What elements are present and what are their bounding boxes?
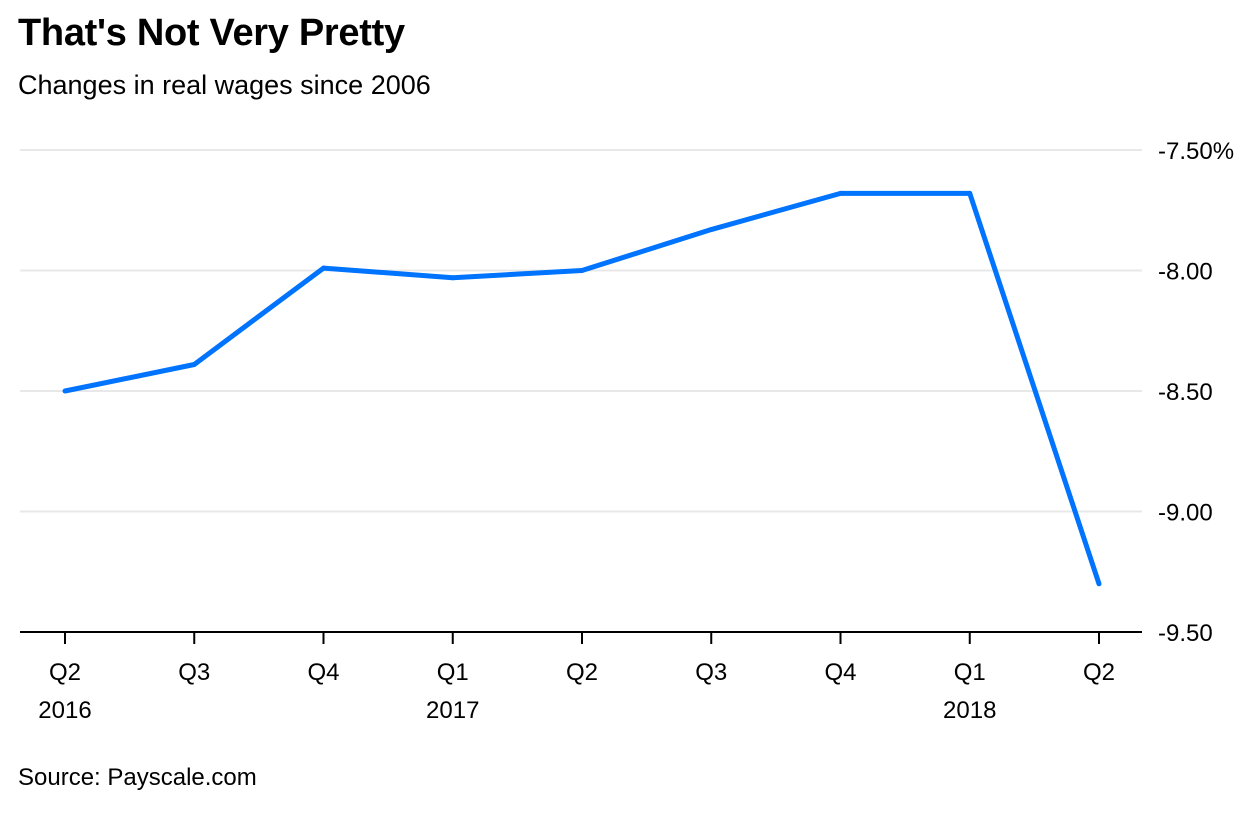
data-point [191, 361, 197, 367]
data-point [321, 265, 326, 271]
data-point [708, 227, 714, 233]
series-layer [62, 190, 1102, 587]
x-tick-label-year: 2016 [38, 697, 91, 724]
data-point [1096, 581, 1102, 587]
series-line [64, 190, 1102, 585]
x-tick-label-quarter: Q2 [566, 659, 598, 686]
x-tick-label-quarter: Q2 [49, 659, 81, 686]
data-point [450, 275, 456, 281]
y-tick-label: -8.50 [1158, 379, 1213, 406]
x-tick-label-quarter: Q1 [437, 659, 469, 686]
x-tick-label-quarter: Q1 [954, 659, 986, 686]
data-point [838, 190, 843, 196]
y-tick-label: -7.50% [1158, 138, 1234, 165]
y-tick-label: -9.50 [1158, 620, 1213, 647]
y-tick-label: -8.00 [1158, 259, 1213, 286]
y-axis-labels: -7.50% -8.00 -8.50 -9.00 -9.50 [1158, 138, 1234, 647]
x-tick-label-year: 2018 [943, 697, 996, 724]
chart-subtitle: Changes in real wages since 2006 [18, 70, 431, 100]
x-tick-label-year: 2017 [426, 697, 479, 724]
x-axis: Q2 2016 Q3 Q4 Q1 2017 Q2 Q3 Q4 Q1 2018 Q2 [20, 631, 1142, 724]
x-tick-label-quarter: Q3 [178, 659, 210, 686]
x-tick-label-quarter: Q4 [307, 659, 339, 686]
y-tick-label: -9.00 [1158, 500, 1213, 527]
data-point [967, 190, 973, 196]
gridlines [20, 149, 1142, 513]
x-tick-label-quarter: Q4 [824, 659, 856, 686]
x-tick-label-quarter: Q3 [695, 659, 727, 686]
source-note: Source: Payscale.com [18, 764, 257, 791]
data-point [62, 388, 68, 394]
chart-title: That's Not Very Pretty [18, 12, 405, 54]
data-point [579, 268, 585, 273]
x-tick-label-quarter: Q2 [1083, 659, 1115, 686]
